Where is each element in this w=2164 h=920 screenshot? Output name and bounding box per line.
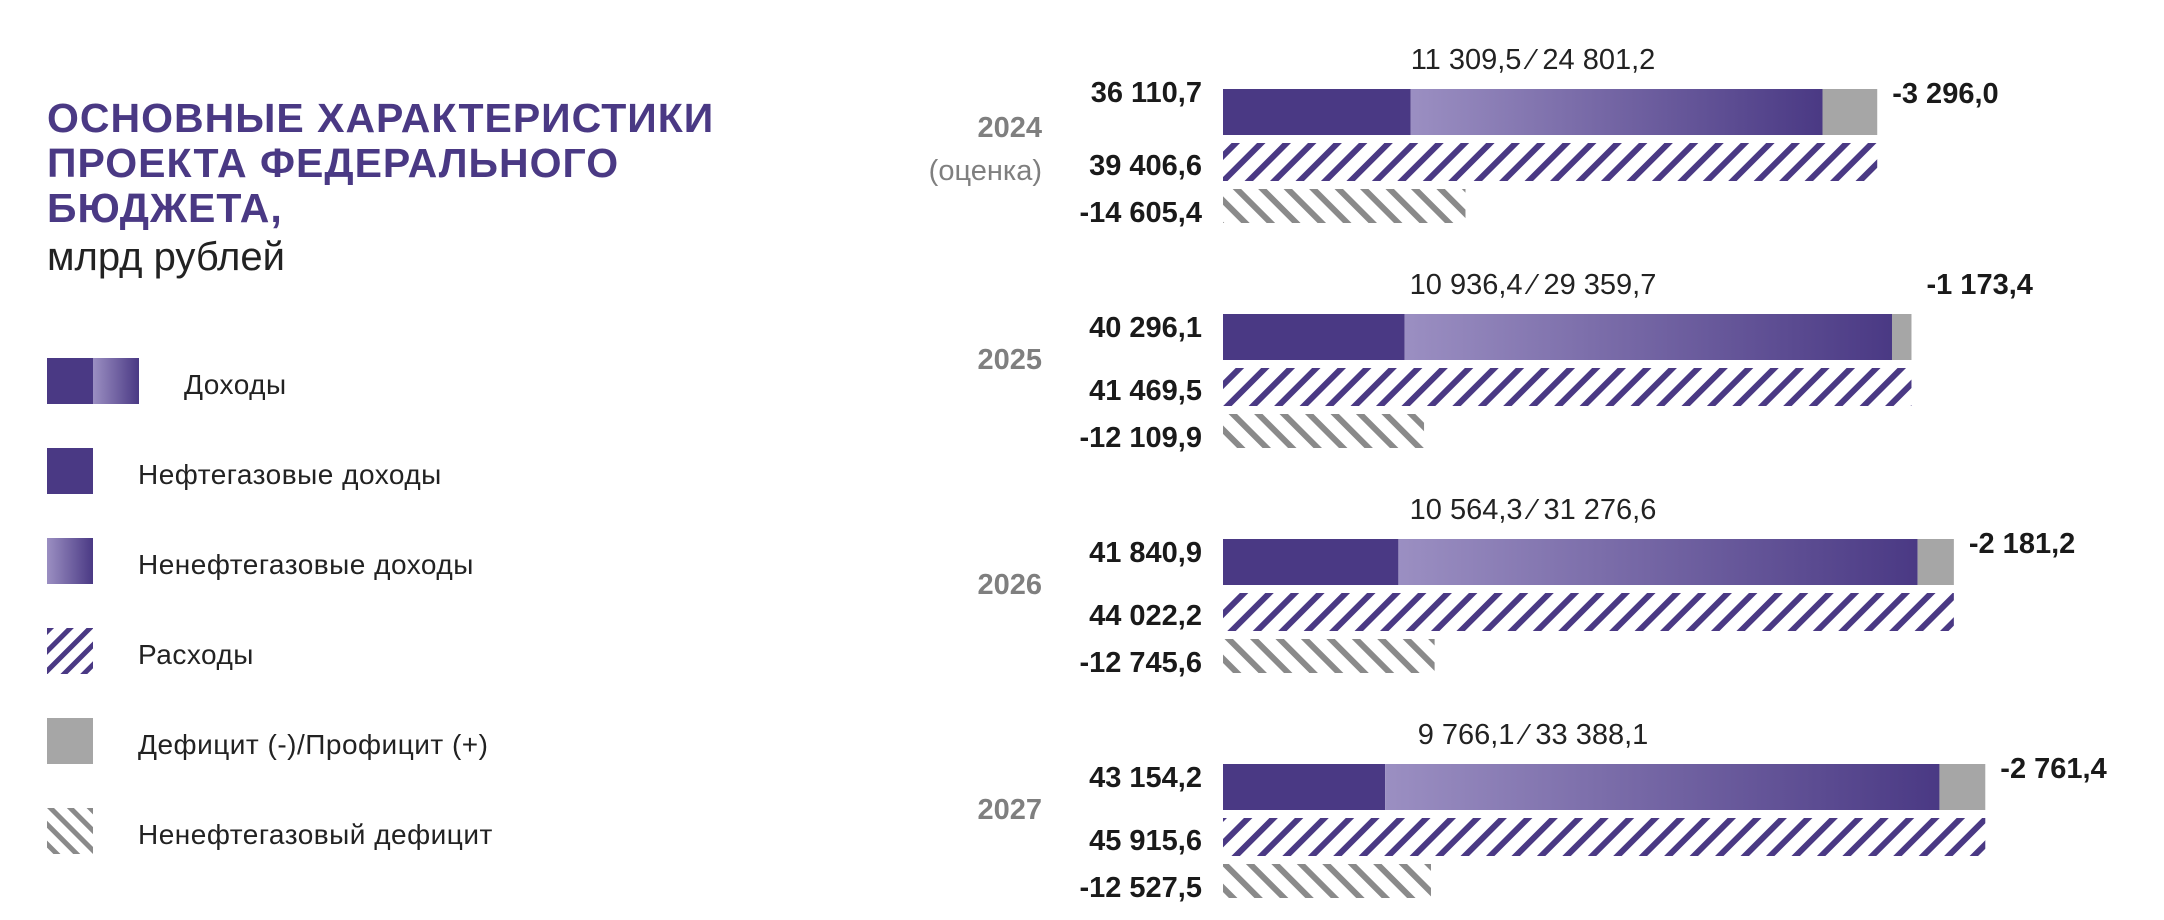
non-oil-deficit-value-label-2025: -12 109,9 (1079, 422, 1202, 454)
non-oil-deficit-bar-2024 (1223, 189, 1466, 223)
deficit-bar-2025 (1891, 314, 1912, 360)
year-label-2024: 2024 (977, 112, 1042, 144)
oil-gas-bar-2025 (1223, 314, 1405, 360)
non-oil-deficit-value-label-2027: -12 527,5 (1079, 872, 1202, 904)
expenses-bar-2027 (1223, 818, 1986, 856)
legend-label-income: Доходы (184, 369, 287, 400)
income-value-label-2025: 40 296,1 (1089, 312, 1202, 344)
non-oil-gas-bar-2027 (1385, 764, 1940, 810)
deficit-value-label-2026: -2 181,2 (1969, 528, 2075, 560)
legend-item-non-oil-gas: Ненефтегазовые доходы (47, 538, 474, 584)
hatch-purple-icon (47, 628, 93, 674)
non-oil-gas-bar-2025 (1404, 314, 1892, 360)
non-oil-deficit-bar-2025 (1223, 414, 1425, 448)
legend-item-deficit: Дефицит (-)/Профицит (+) (47, 718, 488, 764)
non-oil-gas-bar-2026 (1398, 539, 1918, 585)
expenses-value-label-2025: 41 469,5 (1089, 375, 1202, 407)
year-label-2025: 2025 (977, 344, 1042, 376)
gradient-purple-icon (47, 538, 93, 584)
chart-unit: млрд рублей (47, 235, 285, 279)
income-value-label-2024: 36 110,7 (1091, 77, 1202, 109)
expenses-bar-2024 (1223, 143, 1878, 181)
hatch-gray-icon (47, 808, 93, 854)
title-line-3: БЮДЖЕТА, (47, 185, 283, 231)
legend-label-non-oil-gas: Ненефтегазовые доходы (138, 549, 474, 580)
income-split-icon (47, 358, 139, 404)
deficit-value-label-2027: -2 761,4 (2000, 753, 2106, 785)
legend-item-oil-gas: Нефтегазовые доходы (47, 448, 442, 494)
non-oil-deficit-value-label-2026: -12 745,6 (1079, 647, 1202, 679)
expenses-bar-2025 (1223, 368, 1912, 406)
title-line-2: ПРОЕКТА ФЕДЕРАЛЬНОГО (47, 140, 620, 186)
non-oil-deficit-value-label-2024: -14 605,4 (1079, 197, 1202, 229)
income-value-label-2027: 43 154,2 (1089, 762, 1202, 794)
deficit-value-label-2024: -3 296,0 (1892, 78, 1998, 110)
year-label-2027: 2027 (977, 794, 1042, 826)
year-label-2026: 2026 (977, 569, 1042, 601)
deficit-bar-2024 (1822, 89, 1878, 135)
deficit-bar-2027 (1939, 764, 1986, 810)
legend-label-non-oil-deficit: Ненефтегазовый дефицит (138, 819, 493, 850)
expenses-value-label-2026: 44 022,2 (1089, 600, 1202, 632)
split-label-2027: 9 766,1 ⁄ 33 388,1 (1418, 719, 1649, 751)
oil-gas-bar-2026 (1223, 539, 1399, 585)
legend-item-income: Доходы (47, 358, 287, 404)
legend-label-deficit: Дефицит (-)/Профицит (+) (138, 729, 489, 760)
title-line-1: ОСНОВНЫЕ ХАРАКТЕРИСТИКИ (47, 95, 715, 141)
deficit-value-label-2025: -1 173,4 (1926, 269, 2032, 301)
chart-title: ОСНОВНЫЕ ХАРАКТЕРИСТИКИ ПРОЕКТА ФЕДЕРАЛЬ… (47, 96, 927, 281)
income-value-label-2026: 41 840,9 (1089, 537, 1202, 569)
year-note-2024: (оценка) (929, 155, 1042, 187)
legend-item-expenses: Расходы (47, 628, 254, 674)
deficit-bar-2026 (1917, 539, 1954, 585)
legend-label-expenses: Расходы (138, 639, 254, 670)
split-label-2026: 10 564,3 ⁄ 31 276,6 (1410, 494, 1657, 526)
non-oil-deficit-bar-2027 (1223, 864, 1431, 898)
expenses-value-label-2024: 39 406,6 (1089, 150, 1202, 182)
solid-gray-icon (47, 718, 93, 764)
split-label-2024: 11 309,5 ⁄ 24 801,2 (1411, 44, 1656, 76)
legend-label-oil-gas: Нефтегазовые доходы (138, 459, 442, 490)
oil-gas-bar-2027 (1223, 764, 1386, 810)
non-oil-gas-bar-2024 (1410, 89, 1823, 135)
non-oil-deficit-bar-2026 (1223, 639, 1435, 673)
oil-gas-bar-2024 (1223, 89, 1411, 135)
solid-purple-icon (47, 448, 93, 494)
legend-item-non-oil-deficit: Ненефтегазовый дефицит (47, 808, 493, 854)
split-label-2025: 10 936,4 ⁄ 29 359,7 (1410, 269, 1657, 301)
expenses-bar-2026 (1223, 593, 1954, 631)
expenses-value-label-2027: 45 915,6 (1089, 825, 1202, 857)
